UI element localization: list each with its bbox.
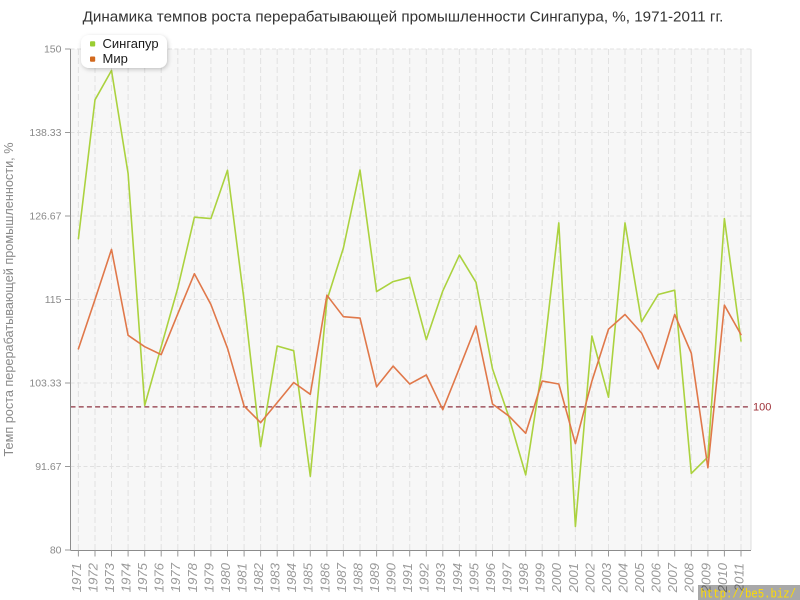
svg-text:2001: 2001	[566, 563, 581, 593]
svg-text:2000: 2000	[549, 562, 564, 593]
svg-text:1999: 1999	[533, 562, 548, 592]
svg-text:1981: 1981	[235, 563, 250, 592]
svg-text:1986: 1986	[317, 562, 332, 592]
svg-text:1987: 1987	[334, 562, 349, 592]
svg-text:2003: 2003	[599, 562, 614, 593]
svg-text:1992: 1992	[417, 562, 432, 592]
svg-text:2005: 2005	[632, 562, 647, 593]
svg-text:http://be5.biz/: http://be5.biz/	[701, 587, 797, 600]
svg-text:1977: 1977	[168, 562, 183, 592]
svg-text:1972: 1972	[85, 562, 100, 592]
svg-text:1993: 1993	[433, 562, 448, 592]
svg-text:1995: 1995	[466, 562, 481, 592]
svg-text:1983: 1983	[268, 562, 283, 592]
svg-text:1997: 1997	[500, 562, 515, 592]
svg-text:Динамика темпов роста перераба: Динамика темпов роста перерабатывающей п…	[83, 9, 724, 26]
svg-text:1973: 1973	[102, 562, 117, 592]
svg-text:1979: 1979	[201, 562, 216, 592]
svg-text:126.67: 126.67	[29, 211, 61, 223]
svg-text:138.33: 138.33	[29, 127, 61, 139]
svg-text:1991: 1991	[400, 563, 415, 592]
svg-text:91.67: 91.67	[35, 461, 61, 473]
svg-text:1976: 1976	[152, 562, 167, 592]
svg-text:1974: 1974	[119, 563, 134, 592]
svg-text:2002: 2002	[582, 562, 597, 593]
svg-text:2011: 2011	[731, 563, 746, 592]
svg-text:1971: 1971	[69, 563, 84, 592]
svg-text:1990: 1990	[384, 562, 399, 592]
svg-text:2008: 2008	[682, 562, 697, 593]
svg-text:1985: 1985	[301, 562, 316, 592]
svg-text:2009: 2009	[698, 562, 713, 593]
svg-text:1996: 1996	[483, 562, 498, 592]
svg-text:1998: 1998	[516, 562, 531, 592]
svg-text:1994: 1994	[450, 563, 465, 592]
svg-text:1984: 1984	[284, 563, 299, 592]
svg-text:Темп роста перерабатывающей пр: Темп роста перерабатывающей промышленнос…	[2, 143, 16, 457]
svg-text:1989: 1989	[367, 562, 382, 592]
svg-text:1975: 1975	[135, 562, 150, 592]
svg-text:150: 150	[44, 44, 62, 56]
svg-text:1982: 1982	[251, 562, 266, 592]
svg-text:2007: 2007	[665, 562, 680, 593]
svg-text:2010: 2010	[715, 562, 730, 593]
svg-text:1980: 1980	[218, 562, 233, 592]
svg-text:1978: 1978	[185, 562, 200, 592]
svg-text:115: 115	[45, 294, 62, 306]
svg-text:Сингапур: Сингапур	[103, 36, 159, 51]
svg-text:2006: 2006	[649, 562, 664, 593]
svg-text:103.33: 103.33	[29, 378, 61, 390]
svg-text:2004: 2004	[615, 563, 630, 593]
svg-text:100: 100	[753, 402, 771, 414]
svg-text:80: 80	[50, 545, 62, 557]
svg-text:Мир: Мир	[103, 51, 128, 66]
svg-text:1988: 1988	[350, 562, 365, 592]
